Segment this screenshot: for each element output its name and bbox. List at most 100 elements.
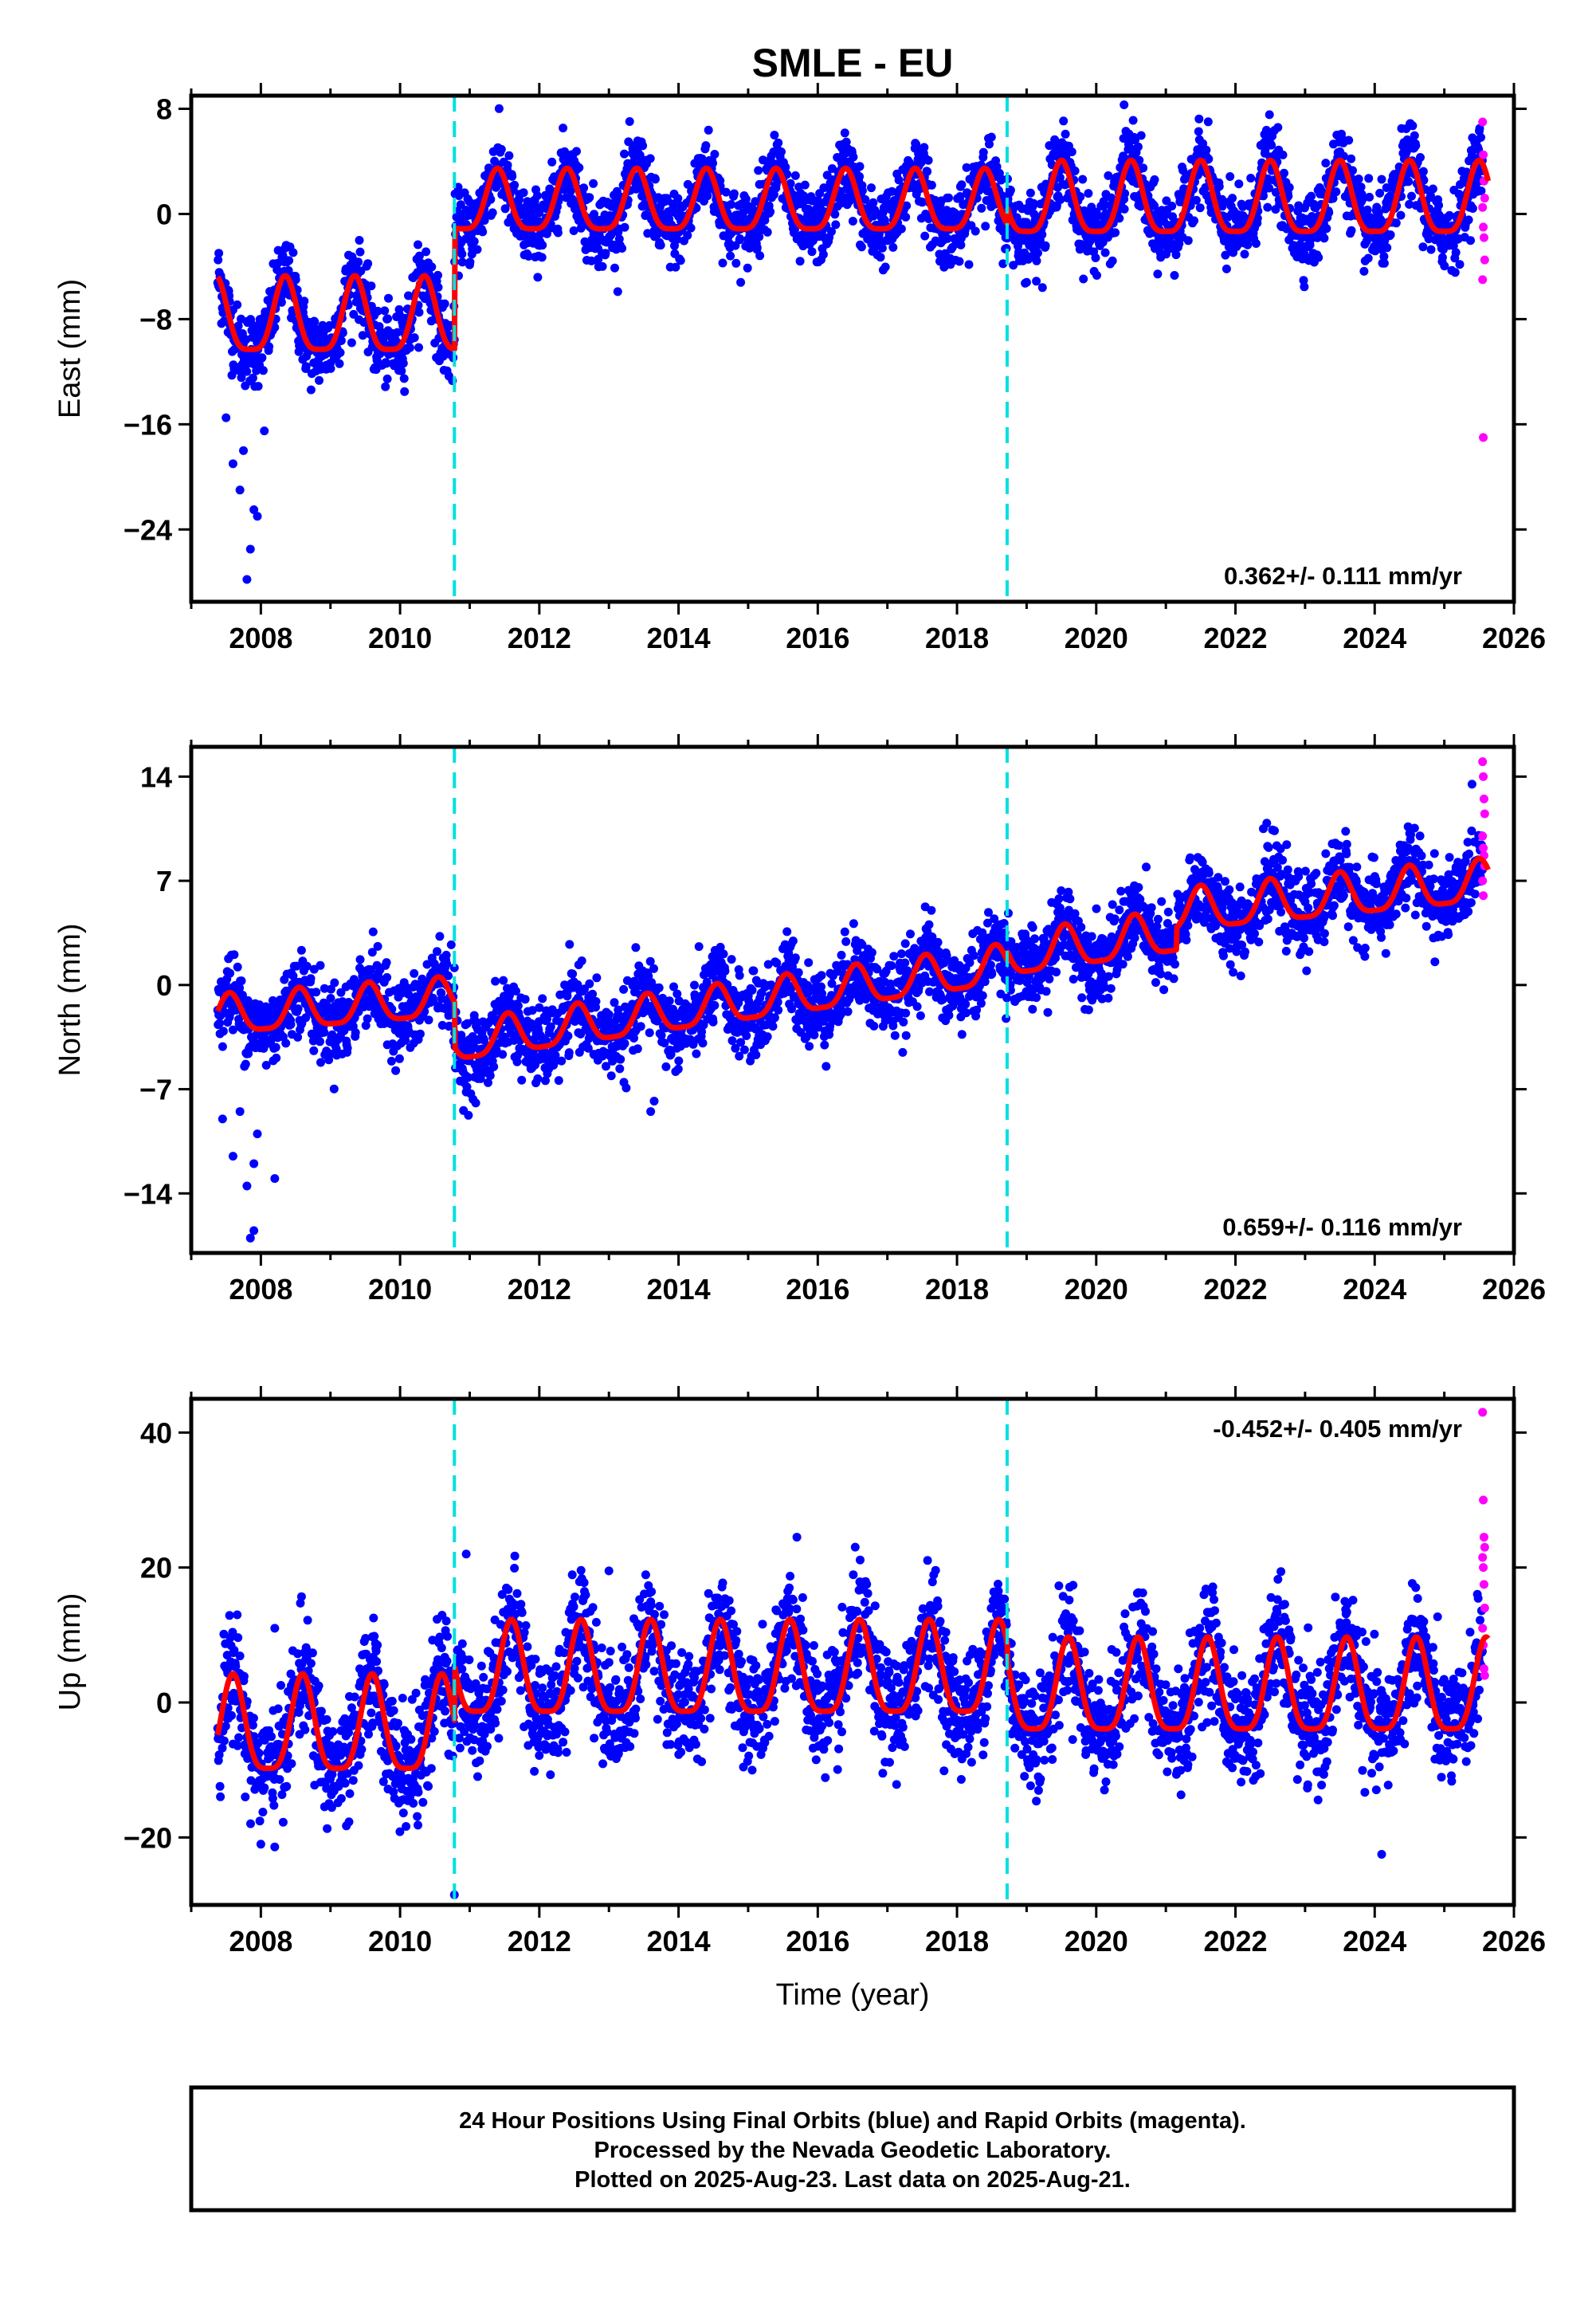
final-orbit-point <box>497 145 506 154</box>
final-orbit-point <box>237 976 246 985</box>
final-orbit-point <box>955 257 964 266</box>
final-orbit-point <box>841 128 849 137</box>
final-orbit-point <box>1263 203 1272 212</box>
x-tick-label: 2020 <box>1065 622 1128 654</box>
final-orbit-point <box>434 283 443 292</box>
final-orbit-point <box>719 259 727 268</box>
final-orbit-point <box>1347 226 1356 235</box>
outlier-point <box>229 459 237 468</box>
final-orbit-point <box>1300 282 1308 291</box>
final-orbit-point <box>1038 283 1047 292</box>
final-orbit-point <box>720 949 728 958</box>
final-orbit-point <box>878 244 887 253</box>
final-orbit-point <box>316 961 325 970</box>
final-orbit-point <box>472 1098 480 1107</box>
final-orbit-point <box>384 294 393 303</box>
final-orbit-point <box>1225 172 1234 181</box>
final-orbit-point <box>415 308 424 316</box>
final-orbit-point <box>1331 187 1340 196</box>
final-orbit-point <box>1194 128 1203 136</box>
final-orbit-point <box>1359 267 1368 276</box>
final-orbit-point <box>615 1064 624 1073</box>
final-orbit-point <box>789 937 798 945</box>
outlier-point <box>222 414 230 422</box>
rapid-orbit-point <box>1478 203 1487 212</box>
final-orbit-point <box>464 1111 473 1120</box>
final-orbit-point <box>774 1006 782 1015</box>
final-orbit-point <box>425 1015 433 1024</box>
final-orbit-point <box>1228 194 1237 202</box>
final-orbit-point <box>435 932 444 941</box>
final-orbit-point <box>777 147 786 156</box>
final-orbit-point <box>574 163 583 172</box>
final-orbit-point <box>565 940 574 948</box>
final-orbit-point <box>1061 130 1070 139</box>
final-orbit-point <box>633 1044 642 1053</box>
final-orbit-point <box>488 208 497 217</box>
final-orbit-point <box>517 1076 526 1085</box>
final-orbit-point <box>1234 179 1243 188</box>
final-orbit-point <box>557 1057 566 1066</box>
rapid-orbit-point <box>1480 256 1489 265</box>
final-orbit-point <box>631 943 640 952</box>
final-orbit-point <box>1364 174 1373 183</box>
final-orbit-point <box>820 1041 829 1050</box>
final-orbit-point <box>748 986 757 995</box>
final-orbit-point <box>381 383 390 391</box>
y-axis-title: East (mm) <box>53 279 87 418</box>
final-orbit-point <box>703 191 712 200</box>
x-tick-label: 2010 <box>368 622 432 654</box>
final-orbit-point <box>374 942 382 951</box>
final-orbit-point <box>708 159 717 167</box>
rapid-orbit-point <box>1479 433 1488 442</box>
final-orbit-point <box>849 217 857 226</box>
final-orbit-point <box>355 236 364 245</box>
final-orbit-point <box>1071 167 1080 175</box>
final-orbit-point <box>621 1039 629 1048</box>
final-orbit-point <box>347 339 356 348</box>
final-orbit-point <box>363 259 372 268</box>
x-tick-label: 2014 <box>647 622 711 654</box>
final-orbit-point <box>1111 228 1120 237</box>
final-orbit-point <box>1419 167 1428 176</box>
final-orbit-point <box>736 278 745 287</box>
final-orbit-point <box>1452 248 1461 257</box>
final-orbit-point <box>241 1060 250 1069</box>
final-orbit-point <box>533 273 542 281</box>
final-orbit-point <box>400 387 409 396</box>
final-orbit-point <box>782 927 791 936</box>
final-orbit-point <box>225 969 234 978</box>
final-orbit-point <box>380 306 389 315</box>
final-orbit-point <box>1386 230 1395 239</box>
final-orbit-point <box>410 333 419 342</box>
final-orbit-point <box>310 317 319 326</box>
final-orbit-point <box>489 1062 498 1071</box>
final-orbit-point <box>416 1030 425 1039</box>
final-orbit-point <box>971 227 980 236</box>
final-orbit-point <box>486 1071 495 1080</box>
final-orbit-point <box>610 264 619 273</box>
final-orbit-point <box>981 222 990 230</box>
final-orbit-point <box>927 181 936 190</box>
final-orbit-point <box>579 183 588 192</box>
final-orbit-point <box>1241 249 1249 258</box>
final-orbit-point <box>399 359 408 367</box>
y-tick-label: −8 <box>139 303 172 336</box>
final-orbit-point <box>272 1043 280 1052</box>
final-orbit-point <box>804 958 813 967</box>
final-orbit-point <box>735 234 744 243</box>
final-orbit-point <box>1079 275 1088 284</box>
final-orbit-point <box>242 367 251 376</box>
final-orbit-point <box>1273 123 1282 132</box>
final-orbit-point <box>1037 230 1046 239</box>
final-orbit-point <box>607 1071 616 1080</box>
final-orbit-point <box>383 375 392 383</box>
final-orbit-point <box>410 969 418 978</box>
final-orbit-point <box>801 181 810 190</box>
final-orbit-point <box>810 1031 818 1039</box>
final-orbit-point <box>726 252 735 261</box>
final-orbit-point <box>1438 253 1447 262</box>
final-orbit-point <box>709 1018 718 1027</box>
final-orbit-point <box>1265 110 1274 119</box>
